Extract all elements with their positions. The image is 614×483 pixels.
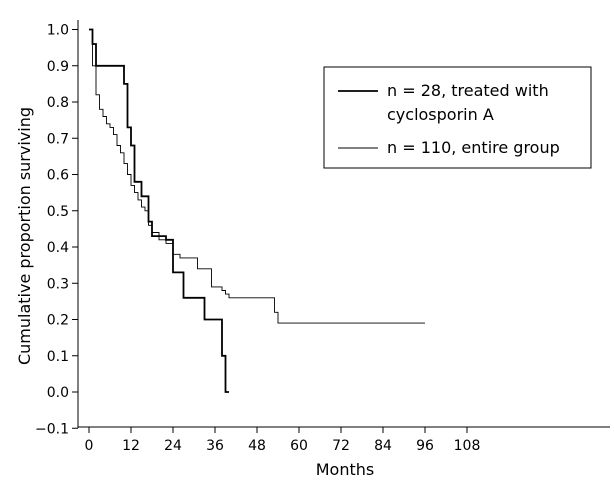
legend-label-1: n = 110, entire group [387,138,560,157]
y-tick-label: 1.0 [47,23,69,39]
legend: n = 28, treated with cyclosporin A n = 110… [323,66,592,169]
x-tick-label: 0 [85,438,94,454]
y-tick-label: 0.6 [47,168,69,184]
x-tick-label: 12 [122,438,140,454]
y-tick-label: 0.5 [47,204,69,220]
y-tick-label: 0.4 [47,240,69,256]
series-line-0 [89,28,229,393]
y-tick-label: 0.7 [47,131,69,147]
y-axis-label: Cumulative proportion surviving [15,107,34,365]
x-tick-label: 48 [248,438,266,454]
y-axis: −0.1 0.0 0.1 0.2 0.3 0.4 0.5 0.6 0.7 0.8 0.9 1.0 [35,20,79,437]
series-layer [89,28,425,393]
y-tick-label: 0.0 [47,385,69,401]
y-tick-label: 0.3 [47,276,69,292]
x-tick-label: 84 [374,438,392,454]
x-tick-label: 24 [164,438,182,454]
x-tick-label: 96 [416,438,434,454]
y-tick-label: 0.1 [47,349,69,365]
series-line-1 [89,29,425,324]
x-tick-label: 36 [206,438,224,454]
x-tick-label: 72 [332,438,350,454]
legend-label-0: cyclosporin A [387,105,494,124]
x-tick-label: 108 [454,438,481,454]
x-axis-label: Months [316,460,374,479]
y-tick-label: 0.2 [47,313,69,329]
x-axis: 0 12 24 36 48 60 72 84 96 108 [78,426,610,454]
plot-area: −0.1 0.0 0.1 0.2 0.3 0.4 0.5 0.6 0.7 0.8 0.9 1.0 0 1… [35,20,610,454]
x-tick-label: 60 [290,438,308,454]
y-tick-label: 0.9 [47,59,69,75]
legend-box [323,66,592,169]
y-tick-label: 0.8 [47,95,69,111]
y-tick-label: −0.1 [35,421,69,437]
legend-label-0: n = 28, treated with [387,81,549,100]
